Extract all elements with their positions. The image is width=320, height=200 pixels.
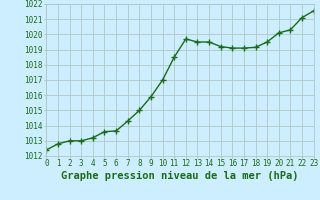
X-axis label: Graphe pression niveau de la mer (hPa): Graphe pression niveau de la mer (hPa) [61, 171, 299, 181]
